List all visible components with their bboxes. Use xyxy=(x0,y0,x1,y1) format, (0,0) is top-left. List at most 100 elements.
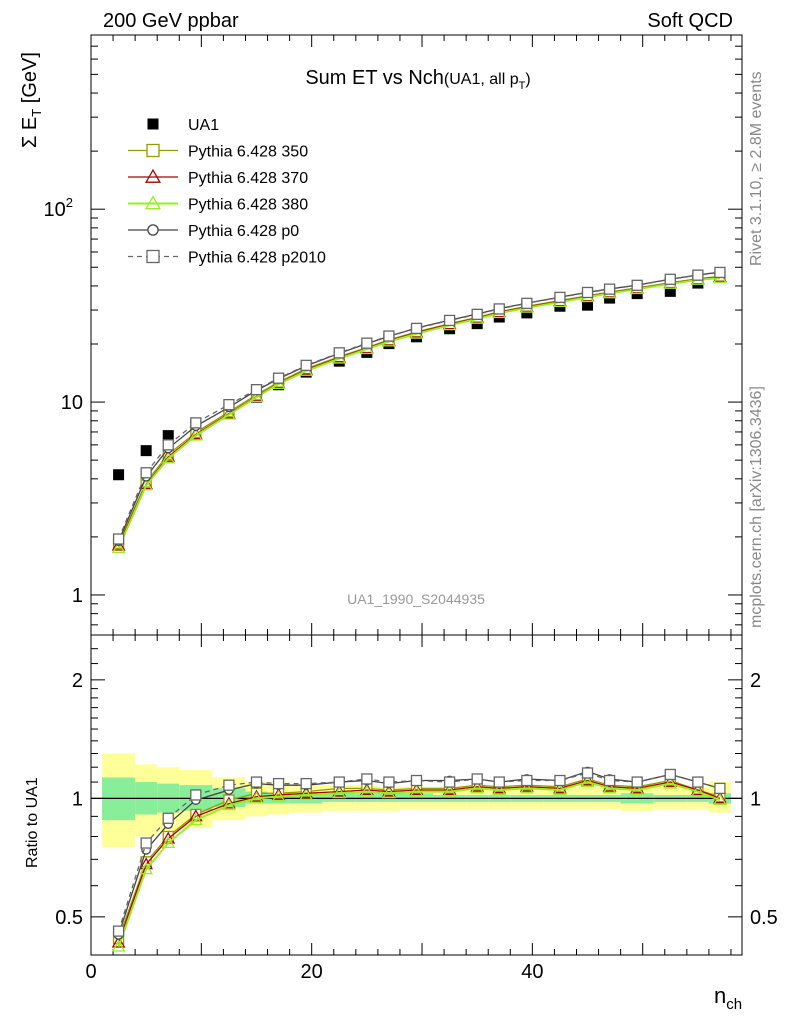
series-line xyxy=(117,781,721,947)
chart-title: Sum ET vs Nch(UA1, all pT) xyxy=(305,67,530,92)
legend-label: Pythia 6.428 370 xyxy=(188,170,308,187)
data-point xyxy=(271,789,286,802)
data-point xyxy=(581,767,594,779)
data-point xyxy=(714,782,726,795)
data-point xyxy=(333,776,345,788)
ratio-y-tick-label-right: 1 xyxy=(750,788,761,810)
data-point xyxy=(553,781,567,794)
data-point xyxy=(300,777,312,790)
data-point xyxy=(222,407,236,420)
data-point xyxy=(581,286,594,299)
data-point xyxy=(714,266,726,279)
data-point xyxy=(112,533,125,545)
series-pythia-6-428-350 xyxy=(112,270,726,550)
data-point xyxy=(602,781,617,794)
data-point xyxy=(223,398,235,411)
data-point xyxy=(161,451,176,464)
series-pythia-6-428-370 xyxy=(111,269,727,551)
data-point xyxy=(443,314,456,327)
series-line xyxy=(117,779,721,943)
legend-item: Pythia 6.428 370 xyxy=(128,168,308,187)
data-point xyxy=(140,445,152,457)
data-point xyxy=(188,428,203,441)
series-ua1 xyxy=(113,271,726,481)
legend-label: Pythia 6.428 380 xyxy=(188,197,308,214)
ratio-y-tick-label-left: 2 xyxy=(72,670,83,692)
data-point xyxy=(146,249,160,264)
data-point xyxy=(361,773,373,785)
side-label-bottom: mcplots.cern.ch [arXiv:1306.3436] xyxy=(748,386,765,628)
data-point xyxy=(146,143,160,158)
series-line xyxy=(117,271,721,540)
band-stat xyxy=(399,793,434,802)
legend-item: Pythia 6.428 p2010 xyxy=(128,250,326,267)
data-point xyxy=(554,291,566,304)
data-point xyxy=(493,776,505,788)
data-point xyxy=(147,224,159,236)
data-point xyxy=(299,786,314,799)
data-point xyxy=(713,793,727,806)
ratio-y-tick-label-left: 0.5 xyxy=(55,907,83,929)
data-point xyxy=(664,768,676,781)
main-y-axis-label: Σ ET [GeV] xyxy=(19,52,44,148)
chart-title-main: Sum ET vs Nch xyxy=(305,67,444,89)
data-point xyxy=(144,168,162,183)
data-point xyxy=(332,784,347,797)
data-point xyxy=(409,784,424,797)
data-point xyxy=(111,935,126,948)
series-line xyxy=(117,276,721,549)
data-point xyxy=(162,439,174,451)
data-point xyxy=(383,776,395,788)
x-axis-label-main: n xyxy=(714,983,726,1008)
main-y-axis-label-sub: T xyxy=(29,109,44,117)
data-point xyxy=(382,786,396,799)
data-point xyxy=(582,299,594,311)
chart-title-suffix-sub: T xyxy=(519,80,526,92)
data-point xyxy=(470,779,485,792)
data-point xyxy=(521,307,533,319)
chart-title-suffix-end: ) xyxy=(525,71,530,88)
x-axis-label-sub: ch xyxy=(726,996,742,1013)
data-point xyxy=(111,939,126,952)
data-point xyxy=(223,779,235,791)
y-tick-label-sup: 2 xyxy=(66,195,73,210)
ratio-y-tick-label-right: 2 xyxy=(750,670,761,692)
data-point xyxy=(442,782,457,795)
main-y-axis-label-unit: [GeV] xyxy=(19,52,41,109)
y-tick-label: 10 xyxy=(61,392,83,414)
data-point xyxy=(664,273,676,285)
legend: UA1 Pythia 6.428 350 Pythia 6.428 370 Pythi… xyxy=(128,117,326,267)
data-point xyxy=(250,776,263,788)
y-tick-label: 1 xyxy=(72,585,83,607)
x-axis-label: nch xyxy=(714,983,742,1013)
chart-title-suffix: (UA1, all p xyxy=(444,71,519,88)
data-point xyxy=(630,782,645,795)
data-point xyxy=(410,322,423,335)
data-point xyxy=(580,774,595,788)
header-left: 200 GeV ppbar xyxy=(103,10,239,32)
data-point xyxy=(147,118,159,130)
series-pythia-6-428-380 xyxy=(111,774,727,952)
legend-label: Pythia 6.428 p0 xyxy=(188,223,299,240)
data-point xyxy=(190,417,202,429)
data-point xyxy=(333,347,345,359)
data-point xyxy=(470,781,485,794)
main-panel-series xyxy=(111,266,727,554)
data-point xyxy=(272,372,285,384)
legend-item: UA1 xyxy=(147,117,219,134)
data-point xyxy=(692,269,704,281)
legend-item: Pythia 6.428 p0 xyxy=(128,223,299,240)
band-stat xyxy=(355,793,378,802)
data-point xyxy=(663,776,678,789)
data-point xyxy=(663,774,678,788)
data-point xyxy=(299,787,314,800)
series-pythia-6-428-p0 xyxy=(113,267,725,547)
data-point xyxy=(664,285,676,297)
data-point xyxy=(222,798,236,811)
data-point xyxy=(519,781,534,794)
series-line xyxy=(117,271,721,542)
data-point xyxy=(383,330,395,342)
series-line xyxy=(117,276,720,546)
legend-item: Pythia 6.428 350 xyxy=(128,144,308,161)
data-point xyxy=(249,390,264,403)
